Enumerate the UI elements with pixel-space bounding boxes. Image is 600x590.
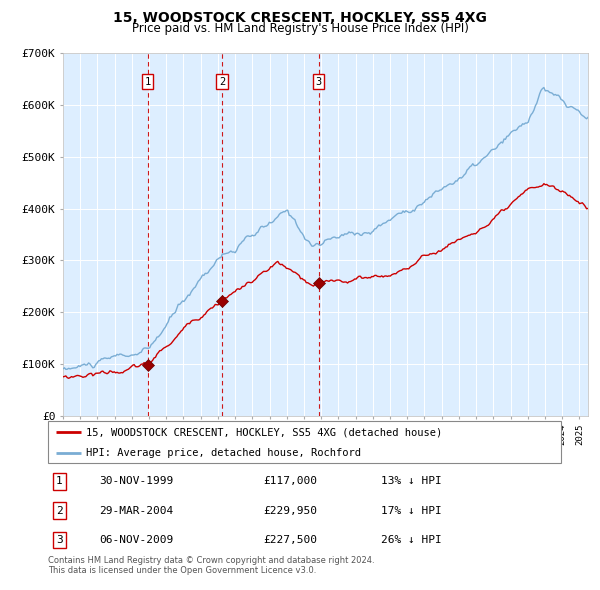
- Text: 1: 1: [56, 477, 62, 487]
- Text: 2: 2: [56, 506, 62, 516]
- Text: Price paid vs. HM Land Registry's House Price Index (HPI): Price paid vs. HM Land Registry's House …: [131, 22, 469, 35]
- Text: 26% ↓ HPI: 26% ↓ HPI: [382, 535, 442, 545]
- Text: 15, WOODSTOCK CRESCENT, HOCKLEY, SS5 4XG (detached house): 15, WOODSTOCK CRESCENT, HOCKLEY, SS5 4XG…: [86, 427, 443, 437]
- Text: 2: 2: [219, 77, 226, 87]
- Text: 29-MAR-2004: 29-MAR-2004: [100, 506, 173, 516]
- Text: 15, WOODSTOCK CRESCENT, HOCKLEY, SS5 4XG: 15, WOODSTOCK CRESCENT, HOCKLEY, SS5 4XG: [113, 11, 487, 25]
- Text: HPI: Average price, detached house, Rochford: HPI: Average price, detached house, Roch…: [86, 448, 361, 457]
- Text: £227,500: £227,500: [263, 535, 317, 545]
- Text: 06-NOV-2009: 06-NOV-2009: [100, 535, 173, 545]
- Text: Contains HM Land Registry data © Crown copyright and database right 2024.
This d: Contains HM Land Registry data © Crown c…: [48, 556, 374, 575]
- Text: 1: 1: [145, 77, 151, 87]
- FancyBboxPatch shape: [48, 421, 561, 463]
- Text: 3: 3: [316, 77, 322, 87]
- Text: £117,000: £117,000: [263, 477, 317, 487]
- Text: 13% ↓ HPI: 13% ↓ HPI: [382, 477, 442, 487]
- Text: £229,950: £229,950: [263, 506, 317, 516]
- Text: 17% ↓ HPI: 17% ↓ HPI: [382, 506, 442, 516]
- Text: 3: 3: [56, 535, 62, 545]
- Text: 30-NOV-1999: 30-NOV-1999: [100, 477, 173, 487]
